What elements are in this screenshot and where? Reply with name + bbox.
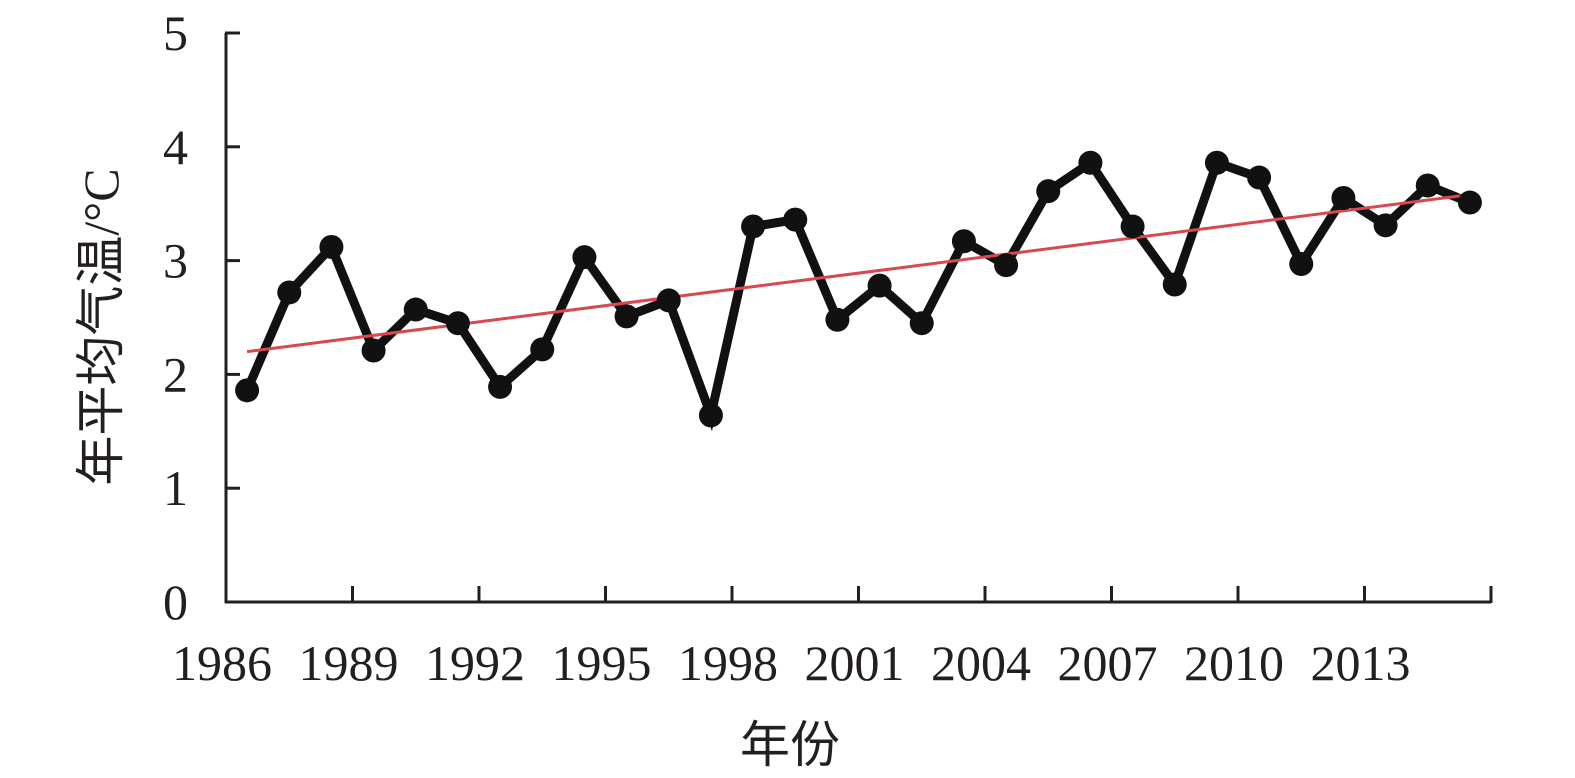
data-point <box>994 253 1019 278</box>
x-tick-label: 2004 <box>931 635 1031 691</box>
data-point <box>530 337 555 362</box>
data-point <box>445 311 470 336</box>
data-point <box>1247 165 1272 190</box>
trend-line <box>246 193 1471 354</box>
data-point <box>1120 214 1145 239</box>
data-point <box>1078 150 1103 175</box>
data-point <box>951 229 976 254</box>
x-tick-label: 2010 <box>1184 635 1284 691</box>
data-point <box>867 273 892 298</box>
x-tick-label: 2013 <box>1311 635 1411 691</box>
x-tick-label: 1992 <box>425 635 525 691</box>
data-point <box>1373 213 1398 238</box>
data-point <box>1457 190 1482 215</box>
data-point <box>1036 179 1061 204</box>
data-point <box>1204 150 1229 175</box>
data-point <box>909 311 934 336</box>
x-tick-label: 1989 <box>299 635 399 691</box>
x-tick-label: 2001 <box>805 635 905 691</box>
y-tick-label: 1 <box>163 460 188 516</box>
data-point <box>1289 252 1314 277</box>
x-tick-label: 1998 <box>678 635 778 691</box>
data-point <box>1162 272 1187 297</box>
y-tick-label: 2 <box>163 346 188 402</box>
y-tick-label: 4 <box>163 119 188 175</box>
data-point <box>1331 186 1356 211</box>
data-point <box>277 280 302 305</box>
data-point <box>741 214 766 239</box>
x-tick-label: 2007 <box>1058 635 1158 691</box>
y-axis-title: 年平均气温/°C <box>73 168 129 485</box>
x-tick-label: 1995 <box>552 635 652 691</box>
y-tick-label: 0 <box>163 574 188 630</box>
observed-series-line <box>242 156 1472 432</box>
data-point <box>1415 173 1440 198</box>
data-point <box>614 304 639 329</box>
data-point <box>656 288 681 313</box>
plot-series <box>235 150 1482 432</box>
x-axis-title: 年份 <box>740 717 840 773</box>
data-point <box>235 378 260 403</box>
data-point <box>361 338 386 363</box>
x-ticks: 1986 1989 1992 1995 1998 2001 2004 2007 2010 2013 <box>172 586 1493 691</box>
data-point <box>488 374 513 399</box>
data-point <box>572 245 597 270</box>
data-point <box>319 234 344 259</box>
x-tick-label: 1986 <box>172 635 272 691</box>
y-tick-label: 3 <box>163 233 188 289</box>
data-point <box>403 297 428 322</box>
data-point <box>698 403 723 428</box>
data-point <box>825 307 850 332</box>
data-point <box>783 207 808 232</box>
y-ticks: 0 1 2 3 4 5 <box>163 5 240 630</box>
y-tick-label: 5 <box>163 5 188 61</box>
